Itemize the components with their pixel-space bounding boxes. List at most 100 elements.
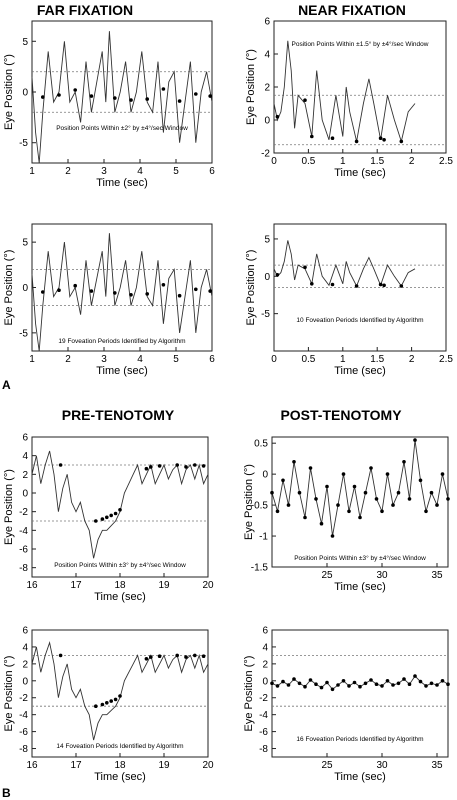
foveation-point bbox=[369, 678, 373, 682]
plot-frame bbox=[31, 436, 209, 578]
foveation-point bbox=[157, 464, 162, 468]
foveation-point bbox=[275, 509, 280, 514]
foveation-point bbox=[391, 503, 395, 507]
y-tick-label: 0 bbox=[22, 283, 28, 294]
y-tick-label: 4 bbox=[22, 642, 28, 653]
y-tick-label: 0.5 bbox=[254, 439, 268, 450]
foveation-point bbox=[374, 682, 379, 686]
foveation-point bbox=[354, 284, 359, 288]
y-tick-label: -6 bbox=[259, 727, 268, 738]
foveation-point bbox=[145, 292, 149, 296]
y-tick-label: 2 bbox=[262, 659, 268, 670]
x-tick-label: 4 bbox=[137, 354, 143, 365]
x-tick-label: 1 bbox=[340, 156, 346, 167]
x-tick-label: 0 bbox=[271, 354, 277, 365]
foveation-point bbox=[369, 466, 373, 470]
foveation-point bbox=[385, 679, 390, 683]
foveation-point bbox=[105, 701, 109, 705]
foveation-point bbox=[319, 685, 324, 690]
y-tick-label: 0 bbox=[264, 116, 270, 127]
y-tick-label: -4 bbox=[259, 710, 268, 721]
eye-position-trace bbox=[273, 240, 416, 288]
foveation-point bbox=[109, 699, 113, 703]
y-tick-label: 4 bbox=[262, 642, 268, 653]
foveation-point bbox=[396, 681, 401, 686]
foveation-point bbox=[396, 490, 401, 495]
foveation-point bbox=[113, 697, 118, 702]
y-tick-label: -8 bbox=[19, 744, 28, 755]
foveation-point bbox=[281, 679, 285, 684]
plot-frame bbox=[271, 436, 449, 568]
foveation-point bbox=[330, 687, 335, 692]
foveation-point bbox=[275, 684, 280, 688]
foveation-point bbox=[113, 291, 117, 295]
foveation-point bbox=[382, 283, 386, 288]
foveation-point bbox=[303, 265, 307, 270]
y-axis-label: Eye Position (°) bbox=[245, 250, 257, 326]
foveation-point bbox=[193, 463, 197, 467]
x-tick-label: 30 bbox=[376, 760, 388, 771]
foveation-point bbox=[286, 683, 291, 687]
annotation-text: 19 Foveation Periods Identified by Algor… bbox=[58, 338, 185, 345]
annotation-text: 16 Foveation Periods Identified by Algor… bbox=[296, 736, 423, 743]
y-tick-label: 0 bbox=[22, 676, 28, 687]
foveation-point bbox=[144, 657, 149, 661]
foveation-point bbox=[446, 682, 450, 686]
foveation-point bbox=[336, 683, 340, 687]
foveation-point bbox=[281, 478, 285, 483]
x-tick-label: 1 bbox=[29, 166, 35, 177]
y-tick-label: 0 bbox=[22, 489, 28, 500]
foveation-point bbox=[57, 93, 61, 97]
eye-position-trace bbox=[31, 233, 213, 352]
foveation-point bbox=[175, 463, 179, 467]
y-tick-label: -8 bbox=[259, 744, 268, 755]
y-tick-label: -4 bbox=[19, 710, 28, 721]
foveation-point bbox=[380, 509, 384, 514]
foveation-point bbox=[330, 282, 335, 287]
foveation-point bbox=[194, 92, 198, 96]
foveation-point bbox=[319, 521, 324, 526]
foveation-point bbox=[354, 139, 359, 144]
eye-position-trace bbox=[31, 641, 209, 741]
y-tick-label: 6 bbox=[262, 626, 268, 637]
foveation-point bbox=[352, 484, 357, 489]
foveation-point bbox=[129, 293, 133, 297]
foveation-point bbox=[330, 534, 335, 538]
foveation-point bbox=[363, 490, 368, 495]
chart-post-periods: 25 30 35 -8 -6 -4 -2 0 2 4 6 Time (sec) Eye Position… bbox=[243, 626, 450, 783]
x-tick-label: 4 bbox=[137, 166, 143, 177]
foveation-point bbox=[399, 139, 404, 144]
foveation-point bbox=[413, 438, 417, 442]
foveation-point bbox=[330, 136, 335, 140]
eye-position-trace bbox=[273, 40, 416, 144]
foveation-point bbox=[184, 655, 188, 659]
foveation-point bbox=[129, 98, 133, 102]
x-tick-label: 35 bbox=[431, 760, 443, 771]
x-tick-label: 30 bbox=[376, 570, 388, 581]
annotation-text: Position Points Within ±3° by ±4°/sec Wi… bbox=[294, 554, 426, 562]
x-tick-label: 0 bbox=[271, 156, 277, 167]
foveation-point bbox=[382, 138, 386, 142]
y-tick-label: -1.5 bbox=[251, 563, 269, 574]
foveation-point bbox=[161, 283, 166, 287]
annotation-text: Position Points Within ±3° by ±4°/sec Wi… bbox=[54, 561, 186, 569]
foveation-point bbox=[297, 490, 302, 495]
foveation-point bbox=[144, 466, 149, 471]
x-tick-label: 6 bbox=[209, 166, 215, 177]
foveation-point bbox=[270, 681, 274, 686]
y-tick-label: 0 bbox=[22, 88, 28, 99]
foveation-point bbox=[193, 653, 197, 658]
foveation-point bbox=[413, 674, 417, 678]
foveation-point bbox=[89, 94, 94, 98]
foveation-point bbox=[201, 654, 206, 658]
foveation-point bbox=[208, 94, 212, 98]
y-tick-label: 6 bbox=[22, 626, 28, 637]
foveation-point bbox=[314, 682, 318, 686]
x-axis-label: Time (sec) bbox=[334, 365, 386, 377]
x-tick-label: 19 bbox=[158, 760, 170, 771]
foveation-point bbox=[201, 464, 206, 468]
eye-position-trace bbox=[31, 31, 213, 164]
x-tick-label: 25 bbox=[321, 760, 333, 771]
y-tick-label: 4 bbox=[264, 50, 270, 61]
